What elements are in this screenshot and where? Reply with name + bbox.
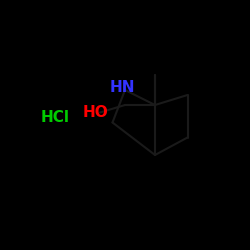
Text: HO: HO bbox=[82, 105, 108, 120]
Text: HCl: HCl bbox=[40, 110, 70, 125]
Text: HN: HN bbox=[110, 80, 135, 95]
